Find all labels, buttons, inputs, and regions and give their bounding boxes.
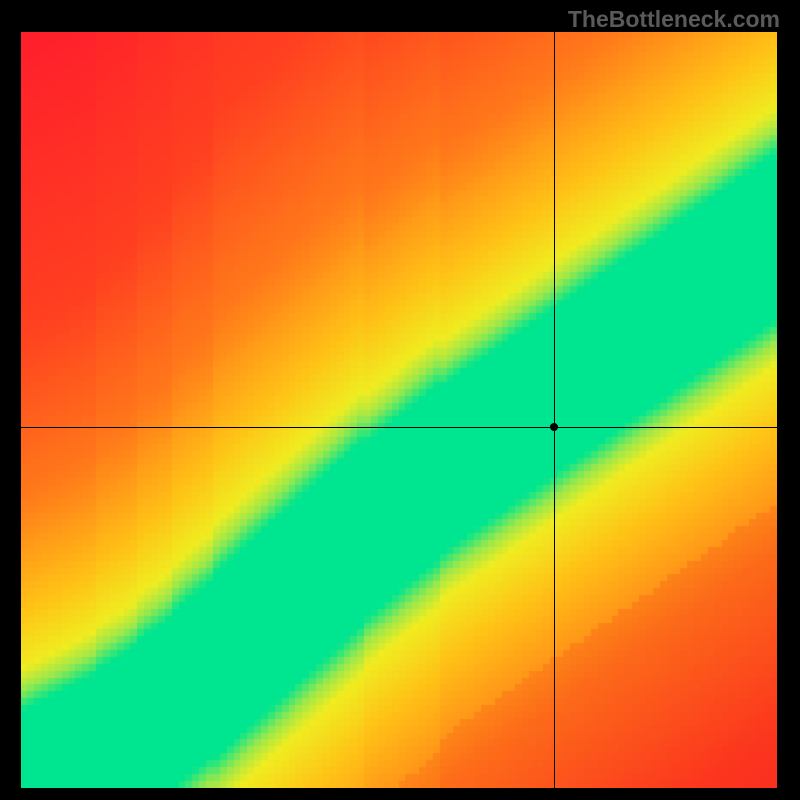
attribution-watermark: TheBottleneck.com [568, 6, 780, 33]
crosshair-horizontal [21, 427, 777, 428]
bottleneck-heatmap-chart: { "attribution": { "text": "TheBottlenec… [0, 0, 800, 800]
focus-marker [550, 423, 558, 431]
crosshair-vertical [554, 32, 555, 788]
heatmap-canvas [21, 32, 777, 788]
